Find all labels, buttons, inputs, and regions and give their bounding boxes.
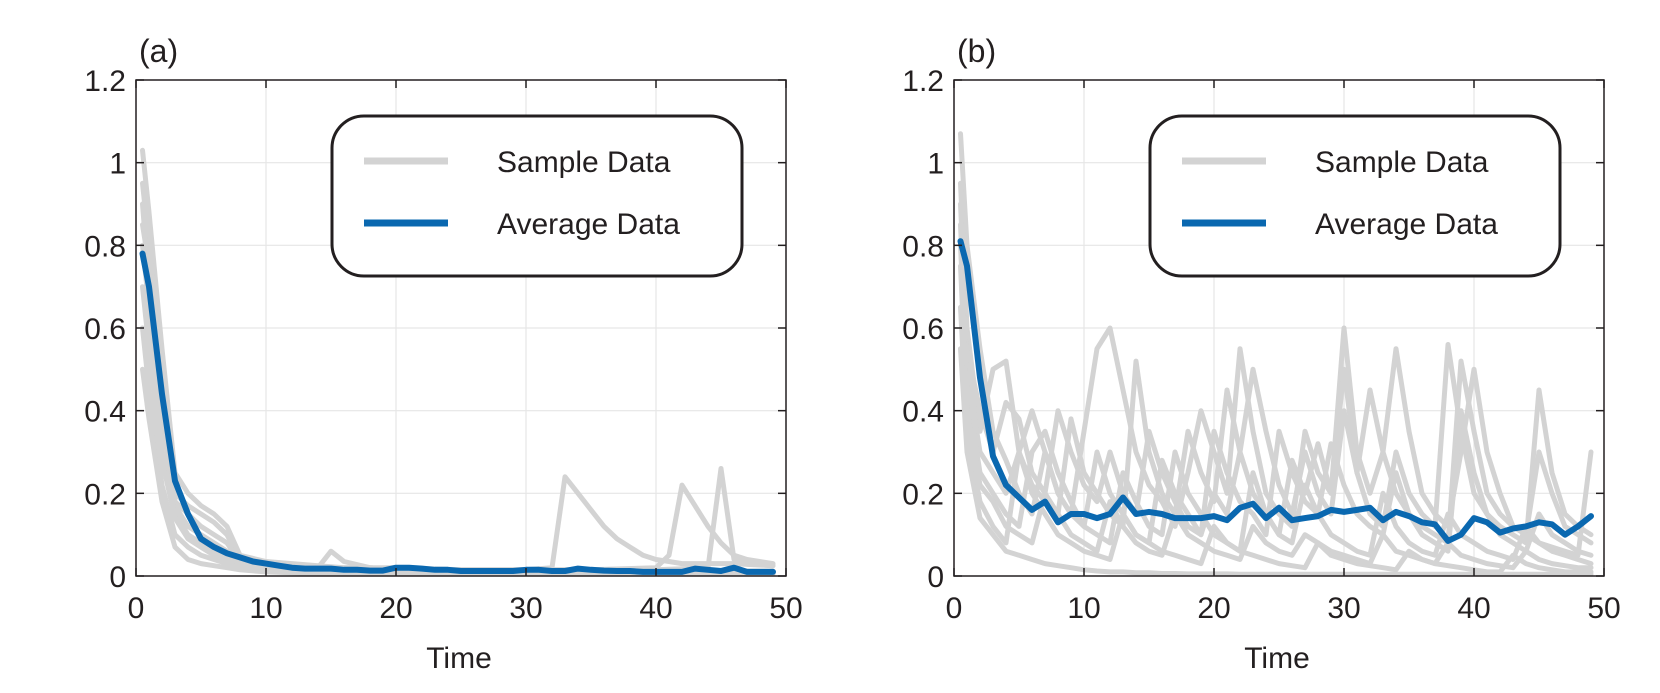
sample-data-line-7 bbox=[958, 304, 1594, 575]
panel-a: 0 10 20 30 40 50 0 0.2 0.4 0.6 0.8 1 1.2 Time (a) Sampl… bbox=[84, 33, 802, 675]
series-lines bbox=[139, 147, 776, 576]
y-tick-label: 0.4 bbox=[84, 396, 126, 429]
sample-data-line-8 bbox=[958, 346, 1594, 576]
sample-data-line-8 bbox=[140, 366, 776, 576]
x-tick-label: 20 bbox=[379, 592, 412, 625]
legend: Sample Data Average Data bbox=[330, 114, 744, 278]
y-tick-label: 0.8 bbox=[902, 230, 944, 263]
y-tick-label: 0 bbox=[109, 561, 126, 594]
x-tick-label: 40 bbox=[1457, 592, 1490, 625]
legend: Sample Data Average Data bbox=[1148, 114, 1562, 278]
x-axis-label: Time bbox=[1244, 642, 1310, 675]
x-tick-label: 50 bbox=[769, 592, 802, 625]
y-tick-label: 1.2 bbox=[902, 65, 944, 98]
y-tick-label: 0 bbox=[927, 561, 944, 594]
x-axis-label: Time bbox=[426, 642, 492, 675]
y-tick-label: 0.4 bbox=[902, 396, 944, 429]
x-tick-label: 10 bbox=[1067, 592, 1100, 625]
x-tick-label: 0 bbox=[128, 592, 145, 625]
y-tick-label: 0.6 bbox=[84, 313, 126, 346]
x-tick-label: 30 bbox=[509, 592, 542, 625]
average-data-line bbox=[139, 250, 776, 575]
sample-data-line-3 bbox=[958, 201, 1594, 546]
y-tick-label: 1 bbox=[927, 148, 944, 181]
x-tick-label: 0 bbox=[946, 592, 963, 625]
y-tick-label: 0.8 bbox=[84, 230, 126, 263]
y-tick-label: 1.2 bbox=[84, 65, 126, 98]
x-tick-label: 20 bbox=[1197, 592, 1230, 625]
panel-label: (b) bbox=[957, 33, 996, 69]
y-tick-label: 0.6 bbox=[902, 313, 944, 346]
series-lines bbox=[957, 131, 1594, 576]
legend-box bbox=[330, 114, 744, 278]
y-tick-label: 0.2 bbox=[84, 478, 126, 511]
legend-label-sample-data: Sample Data bbox=[1315, 146, 1489, 179]
x-tick-label: 40 bbox=[639, 592, 672, 625]
x-tick-label: 50 bbox=[1587, 592, 1620, 625]
sample-data-line-4 bbox=[958, 222, 1594, 558]
sample-data-line-5 bbox=[958, 242, 1594, 567]
panel-label: (a) bbox=[139, 33, 178, 69]
legend-box bbox=[1148, 114, 1562, 278]
legend-label-average-data: Average Data bbox=[1315, 208, 1498, 241]
legend-label-sample-data: Sample Data bbox=[497, 146, 671, 179]
y-tick-label: 0.2 bbox=[902, 478, 944, 511]
average-data-line bbox=[957, 238, 1594, 544]
panel-b: 0 10 20 30 40 50 0 0.2 0.4 0.6 0.8 1 1.2 Time (b) Sampl… bbox=[902, 33, 1620, 675]
x-tick-label: 10 bbox=[249, 592, 282, 625]
y-tick-label: 1 bbox=[109, 148, 126, 181]
x-tick-label: 30 bbox=[1327, 592, 1360, 625]
legend-label-average-data: Average Data bbox=[497, 208, 680, 241]
